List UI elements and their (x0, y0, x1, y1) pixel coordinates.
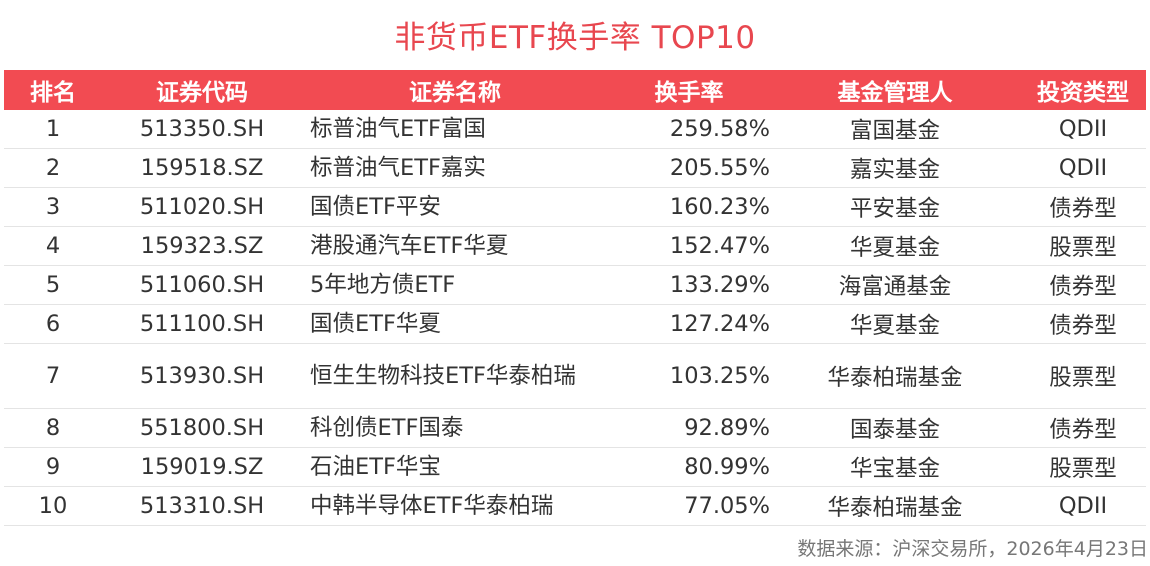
cell-turnover: 80.99% (684, 454, 770, 480)
cell-rank: 1 (45, 116, 61, 142)
cell-name: 5年地方债ETF (310, 271, 456, 298)
cell-turnover: 160.23% (669, 194, 770, 220)
header-turnover: 换手率 (654, 80, 724, 106)
cell-code: 159019.SZ (140, 454, 264, 480)
cell-rank: 8 (45, 415, 61, 441)
cell-type: 股票型 (1049, 235, 1117, 261)
cell-name: 国债ETF华夏 (310, 310, 441, 337)
cell-type: 债券型 (1049, 196, 1117, 222)
cell-manager: 华夏基金 (849, 313, 940, 339)
cell-code: 511020.SH (139, 194, 265, 220)
data-source-note: 数据来源：沪深交易所，2026年4月23日 (797, 538, 1148, 560)
cell-code: 511060.SH (139, 272, 265, 298)
header-type: 投资类型 (1037, 80, 1129, 106)
cell-rank: 10 (38, 493, 68, 519)
table-row: 1 513350.SH 标普油气ETF富国 259.58% 富国基金 QDII (4, 110, 1146, 149)
table-row: 7 513930.SH 恒生生物科技ETF华泰柏瑞 103.25% 华泰柏瑞基金… (4, 344, 1146, 409)
header-code: 证券代码 (156, 80, 248, 106)
cell-name: 中韩半导体ETF华泰柏瑞 (310, 492, 554, 519)
table-row: 3 511020.SH 国债ETF平安 160.23% 平安基金 债券型 (4, 188, 1146, 227)
cell-name: 港股通汽车ETF华夏 (310, 232, 509, 259)
cell-manager: 富国基金 (849, 118, 940, 144)
cell-turnover: 205.55% (669, 155, 770, 181)
cell-turnover: 259.58% (669, 116, 770, 142)
table-row: 5 511060.SH 5年地方债ETF 133.29% 海富通基金 债券型 (4, 266, 1146, 305)
cell-code: 159518.SZ (140, 155, 264, 181)
cell-name: 石油ETF华宝 (310, 453, 441, 480)
cell-code: 513350.SH (139, 116, 265, 142)
cell-name: 标普油气ETF嘉实 (310, 154, 486, 181)
table-header: 排名 证券代码 证券名称 换手率 基金管理人 投资类型 (4, 70, 1146, 110)
table-row: 4 159323.SZ 港股通汽车ETF华夏 152.47% 华夏基金 股票型 (4, 227, 1146, 266)
cell-turnover: 77.05% (684, 493, 770, 519)
cell-manager: 华宝基金 (849, 456, 940, 482)
cell-manager: 华泰柏瑞基金 (827, 365, 963, 391)
cell-rank: 6 (45, 311, 61, 337)
cell-rank: 5 (45, 272, 61, 298)
cell-manager: 海富通基金 (838, 274, 952, 300)
cell-manager: 平安基金 (849, 196, 940, 222)
cell-type: 债券型 (1049, 417, 1117, 443)
cell-rank: 2 (45, 155, 61, 181)
table-row: 9 159019.SZ 石油ETF华宝 80.99% 华宝基金 股票型 (4, 448, 1146, 487)
table-row: 6 511100.SH 国债ETF华夏 127.24% 华夏基金 债券型 (4, 305, 1146, 344)
header-name: 证券名称 (409, 80, 501, 106)
cell-type: 债券型 (1049, 313, 1117, 339)
cell-turnover: 152.47% (669, 233, 770, 259)
page-title: 非货币ETF换手率 TOP10 (394, 20, 756, 56)
cell-turnover: 127.24% (669, 311, 770, 337)
cell-code: 159323.SZ (140, 233, 264, 259)
cell-manager: 华夏基金 (849, 235, 940, 261)
cell-code: 551800.SH (139, 415, 265, 441)
cell-manager: 国泰基金 (849, 417, 940, 443)
table-row: 10 513310.SH 中韩半导体ETF华泰柏瑞 77.05% 华泰柏瑞基金 … (4, 487, 1146, 526)
turnover-table: 排名 证券代码 证券名称 换手率 基金管理人 投资类型 1 513350.SH … (4, 70, 1146, 526)
cell-rank: 3 (45, 194, 61, 220)
cell-turnover: 133.29% (669, 272, 770, 298)
cell-type: QDII (1058, 155, 1108, 181)
cell-type: 股票型 (1049, 456, 1117, 482)
table-row: 2 159518.SZ 标普油气ETF嘉实 205.55% 嘉实基金 QDII (4, 149, 1146, 188)
header-manager: 基金管理人 (837, 80, 953, 106)
cell-rank: 7 (45, 363, 61, 389)
table-row: 8 551800.SH 科创债ETF国泰 92.89% 国泰基金 债券型 (4, 409, 1146, 448)
header-rank: 排名 (30, 80, 76, 106)
cell-turnover: 103.25% (669, 363, 770, 389)
cell-name: 标普油气ETF富国 (310, 115, 486, 142)
cell-type: 债券型 (1049, 274, 1117, 300)
cell-name: 科创债ETF国泰 (310, 414, 464, 441)
cell-code: 513930.SH (139, 363, 265, 389)
cell-code: 511100.SH (139, 311, 265, 337)
cell-manager: 嘉实基金 (849, 157, 940, 183)
cell-name: 恒生生物科技ETF华泰柏瑞 (310, 362, 576, 389)
cell-code: 513310.SH (139, 493, 265, 519)
cell-type: QDII (1058, 116, 1108, 142)
cell-rank: 4 (45, 233, 61, 259)
cell-manager: 华泰柏瑞基金 (827, 495, 963, 521)
cell-turnover: 92.89% (684, 415, 770, 441)
cell-name: 国债ETF平安 (310, 193, 441, 220)
cell-type: QDII (1058, 493, 1108, 519)
cell-type: 股票型 (1049, 365, 1117, 391)
cell-rank: 9 (45, 454, 61, 480)
